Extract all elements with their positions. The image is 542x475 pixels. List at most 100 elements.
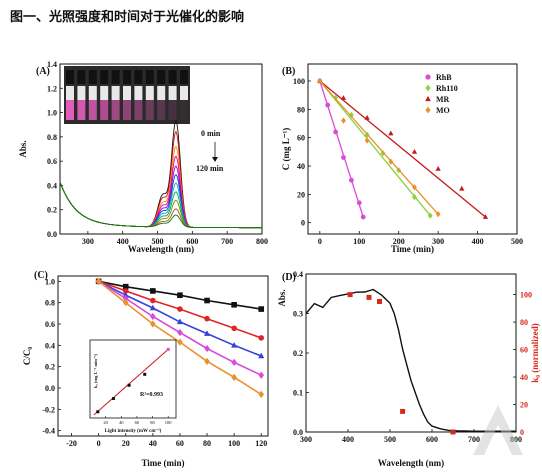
vial-body	[100, 86, 109, 100]
vial-solution	[111, 100, 120, 120]
data-point	[203, 330, 211, 336]
panel-label: (C)	[34, 270, 48, 281]
figure-title: 图一、光照强度和时间对于光催化的影响	[10, 10, 245, 25]
y-tick-label: 0.4	[47, 181, 57, 190]
y-axis-label: Abs.	[18, 140, 28, 157]
k0-data-point	[450, 429, 456, 435]
annotation-end-time: 120 min	[196, 164, 224, 173]
data-point	[258, 335, 265, 341]
y-tick-label: -0.4	[42, 427, 55, 436]
x-tick-label: 60	[176, 439, 184, 448]
legend-label: MR	[436, 95, 450, 104]
y-tick-label: 0.2	[45, 363, 55, 372]
vial-cap	[123, 70, 131, 84]
x-axis-label: Time (min)	[391, 244, 434, 254]
k0-data-point	[377, 298, 382, 304]
data-point	[388, 158, 394, 165]
y-tick-label: 0.6	[47, 157, 57, 166]
x-axis-label: Time (min)	[141, 458, 184, 468]
data-point	[258, 306, 265, 312]
y-right-tick-label: 60	[520, 346, 528, 355]
legend-marker	[425, 95, 431, 102]
x-tick-label: 400	[117, 237, 129, 246]
legend-marker	[425, 74, 431, 80]
watermark-logo	[473, 405, 523, 455]
data-point	[176, 318, 184, 325]
x-tick-label: 0	[97, 439, 101, 448]
data-point	[340, 95, 347, 100]
x-tick-label: -20	[66, 439, 77, 448]
inset-x-tick-label: 40	[119, 420, 124, 425]
y-tick-label: 0.3	[293, 310, 303, 319]
y-tick-label: 1.0	[45, 277, 55, 286]
data-point	[149, 304, 156, 311]
data-point	[258, 371, 265, 379]
y-right-tick-label: 20	[520, 401, 528, 410]
x-tick-label: 700	[468, 435, 480, 444]
fit-line	[319, 80, 439, 215]
panel-b-axes	[307, 63, 518, 235]
vial-cap	[157, 70, 166, 84]
data-point	[341, 155, 346, 160]
k0-data-point	[400, 408, 406, 414]
data-point	[150, 312, 156, 321]
data-point	[122, 294, 129, 303]
data-point	[122, 291, 129, 298]
vial-solution	[168, 100, 177, 120]
vial-body	[111, 86, 120, 100]
data-point	[356, 200, 362, 206]
x-tick-label: 500	[384, 435, 396, 444]
panel-label: (B)	[282, 66, 295, 77]
x-tick-label: 200	[393, 237, 405, 246]
x-tick-label: 20	[122, 439, 130, 448]
y-tick-label: 1.2	[47, 84, 57, 93]
inset-data-point	[111, 397, 115, 400]
y-tick-label: 40	[297, 162, 305, 171]
y-tick-label: 20	[297, 190, 305, 199]
data-point	[348, 177, 354, 183]
y-tick-label: 0.1	[293, 389, 303, 398]
y-right-tick-label: 40	[520, 373, 528, 382]
vial-solution	[100, 100, 109, 120]
x-tick-label: 300	[82, 237, 94, 246]
y-tick-label: 0.2	[47, 206, 57, 215]
x-tick-label: 100	[228, 439, 240, 448]
y-tick-label: 0.0	[293, 428, 303, 437]
data-point	[177, 328, 183, 337]
x-tick-label: 400	[472, 237, 484, 246]
data-point	[177, 338, 183, 346]
inset-x-tick-label: 60	[135, 420, 140, 425]
vial-cap	[134, 70, 143, 84]
data-point	[177, 306, 183, 312]
vial-body	[123, 86, 131, 100]
vial-cap	[145, 70, 154, 84]
legend-marker	[425, 106, 431, 114]
fit-line	[319, 80, 431, 216]
y-right-axis-label: k₀ (normalized)	[530, 323, 540, 382]
vial-body	[134, 86, 143, 100]
spectrum-line	[59, 145, 262, 229]
vial-body	[180, 86, 188, 100]
data-point	[122, 299, 129, 307]
vial-solution	[123, 100, 131, 120]
vial-body	[77, 86, 86, 100]
legend-marker	[425, 84, 431, 92]
legend-label: Rh110	[436, 84, 458, 93]
vial-body	[88, 86, 97, 100]
y-tick-label: 1.0	[47, 109, 57, 118]
data-point	[177, 292, 183, 298]
spectrum-line	[59, 181, 262, 229]
x-tick-label: 120	[255, 439, 267, 448]
data-point	[231, 341, 238, 348]
annotation-start-time: 0 min	[201, 129, 221, 138]
data-point	[317, 77, 323, 85]
inset-axes	[89, 339, 177, 419]
inset-x-tick-label: 20	[103, 420, 108, 425]
data-point	[412, 184, 417, 191]
vial-body	[168, 86, 177, 100]
data-point	[388, 130, 394, 136]
vial-solution	[88, 100, 97, 120]
inset-data-point	[143, 372, 147, 376]
vials-photo	[64, 66, 190, 124]
vial-solution	[66, 100, 74, 120]
